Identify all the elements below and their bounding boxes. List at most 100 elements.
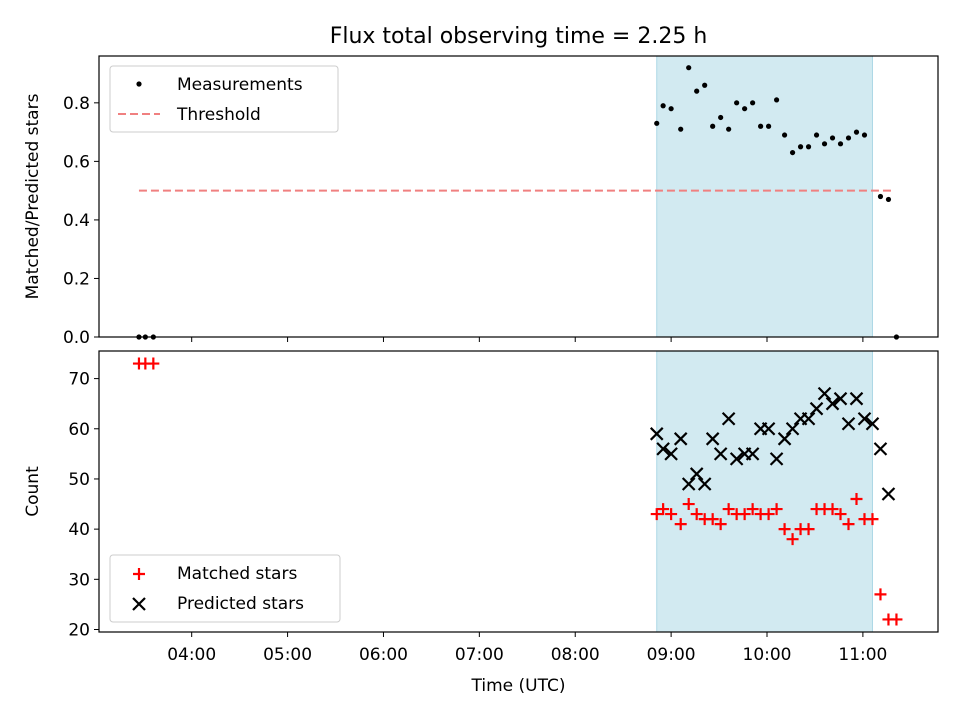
measurement-point [660, 103, 666, 109]
measurement-point [797, 144, 804, 150]
matched-stars-point [738, 508, 751, 521]
matched-stars-point [746, 503, 759, 516]
top-panel: 0.00.20.40.60.8 Matched/Predicted stars … [23, 55, 939, 348]
measurement-point [710, 123, 716, 129]
matched-stars-point [786, 533, 799, 546]
top-y-tick-label: 0.8 [63, 94, 90, 114]
bottom-y-axis-label: Count [23, 466, 43, 517]
top-y-axis-label: Matched/Predicted stars [23, 93, 43, 299]
measurement-point [654, 120, 660, 126]
predicted-stars-point [721, 411, 736, 426]
matched-stars-point [714, 518, 727, 531]
legend-threshold-label: Threshold [176, 105, 261, 125]
top-y-tick-label: 0.0 [63, 328, 90, 348]
bottom-y-tick-label: 40 [68, 520, 90, 540]
measurement-point [805, 144, 812, 150]
matched-stars-point [722, 503, 735, 516]
x-tick-label: 04:00 [167, 645, 216, 665]
predicted-stars-point [697, 477, 712, 491]
predicted-stars-point [809, 401, 824, 416]
bottom-y-tick-label: 50 [68, 470, 90, 490]
top-legend: Measurements Threshold [109, 65, 339, 133]
x-tick-label: 10:00 [743, 645, 792, 665]
predicted-stars-point [801, 411, 816, 426]
predicted-stars-point [777, 432, 792, 446]
measurement-point [668, 106, 674, 112]
measurement-point [773, 97, 780, 103]
predicted-stars-point [729, 452, 744, 466]
matched-stars-point [842, 518, 855, 531]
predicted-stars-point [841, 416, 856, 431]
measurement-point [813, 132, 820, 138]
bottom-x-axis: 04:00 05:00 06:00 07:00 08:00 09:00 10:00 11:00 [167, 632, 887, 665]
matched-stars-point [682, 498, 695, 511]
measurement-point [702, 82, 708, 88]
measurement-point [877, 193, 884, 200]
matched-stars-point [866, 513, 879, 526]
matched-stars-point [762, 508, 775, 521]
predicted-stars-point [881, 487, 896, 501]
predicted-stars-point [849, 391, 864, 406]
measurement-point [789, 149, 796, 156]
top-y-tick-label: 0.2 [63, 269, 90, 289]
measurement-point [821, 141, 828, 147]
predicted-stars-point [689, 467, 704, 481]
chart-title: Flux total observing time = 2.25 h [330, 24, 708, 49]
matched-stars-point [657, 503, 670, 516]
measurement-point [734, 100, 740, 106]
top-legend-box [109, 65, 339, 133]
x-tick-label: 05:00 [263, 645, 312, 665]
measurement-point [742, 106, 748, 112]
legend-predicted-label: Predicted stars [177, 594, 304, 614]
measurement-point [845, 135, 852, 141]
legend-matched-label: Matched stars [177, 564, 297, 584]
matched-stars-point [890, 613, 903, 626]
predicted-stars-point [713, 447, 728, 461]
bottom-y-axis: 20 30 40 50 60 70 [68, 370, 99, 640]
bottom-y-tick-label: 20 [68, 620, 90, 640]
predicted-stars-point [825, 396, 840, 411]
predicted-stars-point [873, 442, 888, 456]
bottom-plot-frame [98, 350, 939, 633]
top-plot-frame [98, 55, 939, 338]
matched-stars-point [874, 588, 887, 601]
legend-measurements-label: Measurements [177, 75, 303, 95]
measurement-point [726, 126, 732, 132]
matched-stars-point [770, 503, 783, 516]
top-y-axis: 0.0 0.2 0.4 0.6 0.8 [63, 94, 99, 348]
predicted-stars-point [649, 427, 664, 441]
bottom-legend-box [109, 554, 341, 623]
measurement-point [837, 141, 844, 147]
legend-matched-marker [133, 568, 145, 580]
bottom-marks [132, 357, 903, 626]
bottom-panel: 20 30 40 50 60 70 04:00 05:00 06:00 07:00 08:00 09… [23, 350, 939, 665]
top-x-axis [191, 337, 864, 342]
measurement-point [718, 114, 724, 121]
x-tick-label: 07:00 [455, 645, 504, 665]
predicted-stars-point [817, 386, 832, 401]
predicted-stars-point [833, 391, 848, 406]
bottom-y-tick-label: 30 [68, 570, 90, 590]
measurement-point [750, 100, 756, 106]
measurement-point [885, 196, 892, 203]
legend-measurements-marker [136, 81, 142, 87]
predicted-stars-point [673, 432, 688, 446]
matched-stars-point [674, 518, 687, 531]
x-axis-label: Time (UTC) [471, 676, 566, 696]
top-y-tick-label: 0.6 [63, 152, 90, 172]
measurement-point [781, 132, 788, 138]
bottom-shaded-interval [656, 350, 873, 633]
predicted-stars-point [785, 421, 800, 436]
x-tick-label: 11:00 [838, 645, 887, 665]
top-y-tick-label: 0.4 [63, 211, 90, 231]
bottom-legend: Matched stars Predicted stars [109, 554, 341, 623]
legend-predicted-marker [132, 597, 146, 611]
measurement-point [829, 135, 836, 141]
predicted-stars-point [857, 411, 872, 426]
bottom-y-tick-label: 70 [68, 370, 90, 390]
matched-stars-point [706, 513, 719, 526]
predicted-stars-point [745, 447, 760, 461]
predicted-stars-point [761, 421, 776, 436]
matched-stars-point [665, 508, 678, 521]
